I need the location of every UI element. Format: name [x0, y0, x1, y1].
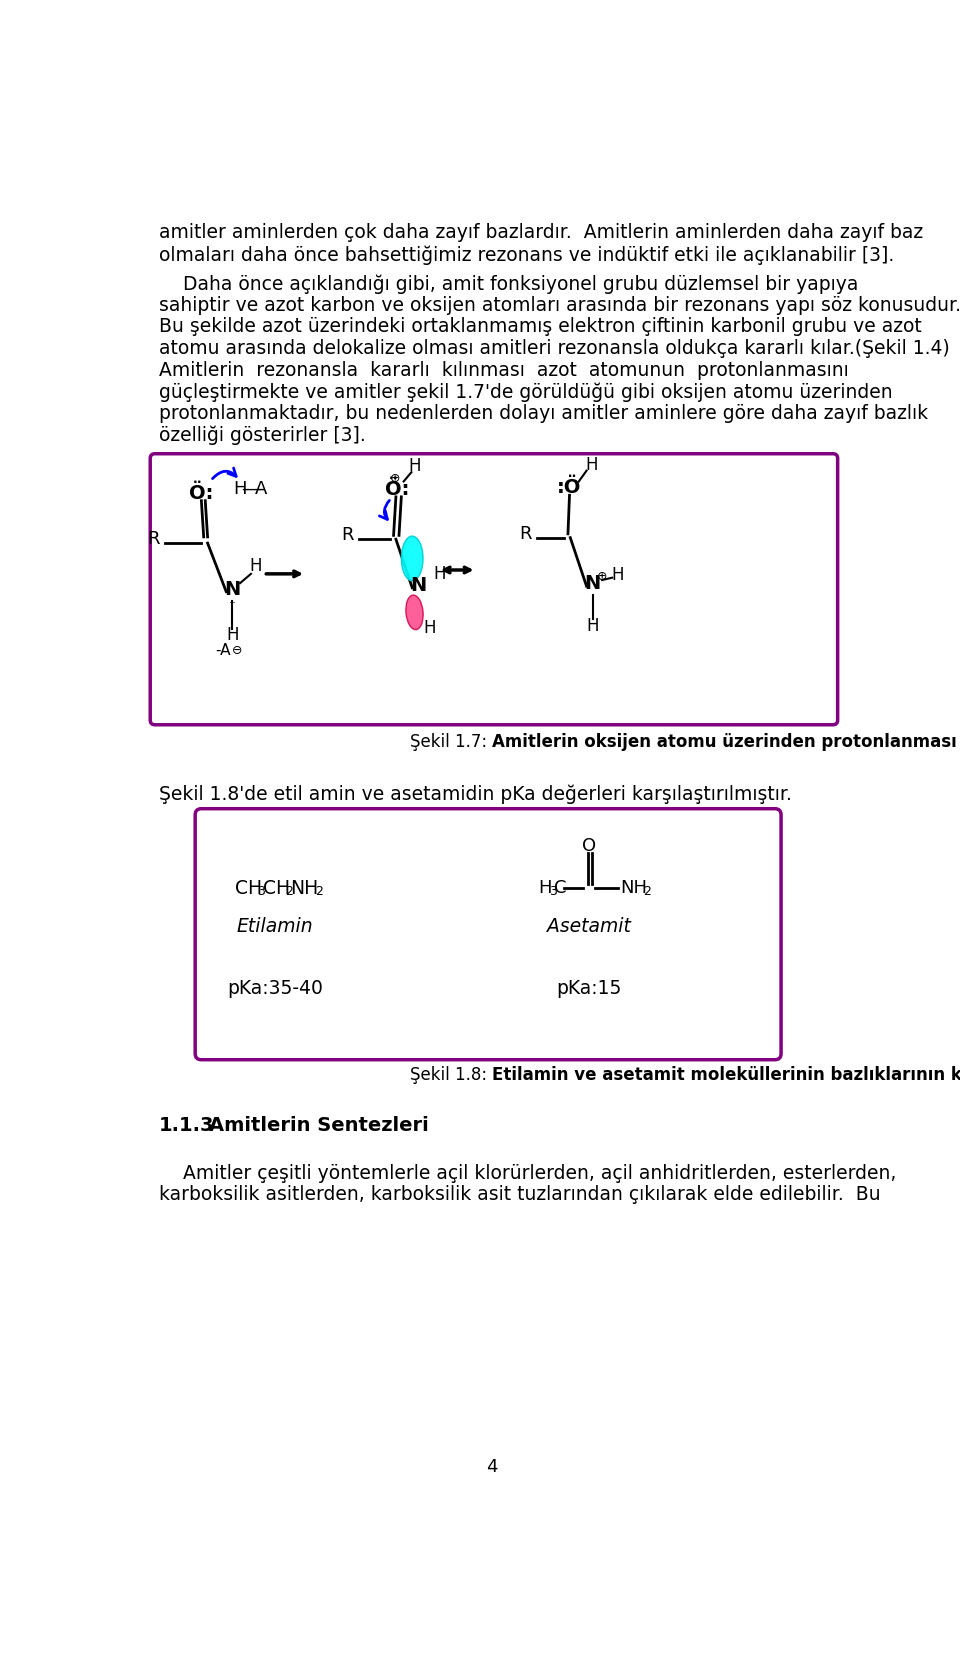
Text: pKa:35-40: pKa:35-40 [228, 979, 323, 997]
Text: CH: CH [234, 878, 262, 897]
Text: N: N [585, 574, 601, 593]
Text: H: H [612, 566, 624, 583]
Text: Amitler çeşitli yöntemlerle açil klorürlerden, açil anhidritlerden, esterlerden,: Amitler çeşitli yöntemlerle açil klorürl… [158, 1164, 896, 1182]
Text: H: H [408, 458, 420, 474]
Text: 4: 4 [487, 1458, 497, 1476]
Text: Amitlerin oksijen atomu üzerinden protonlanması: Amitlerin oksijen atomu üzerinden proton… [492, 733, 957, 752]
Text: Amitlerin  rezonansla  kararlı  kılınması  azot  atomunun  protonlanmasını: Amitlerin rezonansla kararlı kılınması a… [158, 361, 849, 379]
Text: H: H [250, 558, 262, 574]
Text: 3: 3 [549, 885, 557, 898]
Text: H: H [233, 481, 247, 498]
Text: Amitlerin Sentezleri: Amitlerin Sentezleri [209, 1116, 429, 1134]
Text: Etilamin: Etilamin [237, 917, 313, 935]
Text: Şekil 1.8:: Şekil 1.8: [410, 1065, 492, 1084]
Ellipse shape [406, 595, 423, 630]
Text: Bu şekilde azot üzerindeki ortaklanmamış elektron çiftinin karbonil grubu ve azo: Bu şekilde azot üzerindeki ortaklanmamış… [158, 317, 922, 336]
Text: —: — [241, 481, 259, 498]
Text: NH: NH [620, 878, 647, 897]
Text: R: R [341, 526, 353, 544]
Text: amitler aminlerden çok daha zayıf bazlardır.  Amitlerin aminlerden daha zayıf ba: amitler aminlerden çok daha zayıf bazlar… [158, 224, 923, 242]
FancyBboxPatch shape [195, 808, 781, 1060]
Text: NH: NH [291, 878, 319, 897]
Text: özelliği gösterirler [3].: özelliği gösterirler [3]. [158, 426, 366, 444]
FancyArrowPatch shape [379, 501, 390, 519]
Text: Ö:: Ö: [189, 484, 213, 503]
Text: H: H [423, 620, 436, 636]
Text: A: A [254, 481, 267, 498]
Text: CH: CH [263, 878, 290, 897]
Text: Şekil 1.8'de etil amin ve asetamidin pKa değerleri karşılaştırılmıştır.: Şekil 1.8'de etil amin ve asetamidin pKa… [158, 783, 792, 803]
Text: R: R [519, 524, 532, 543]
Text: N: N [410, 576, 426, 595]
Text: :Ö: :Ö [558, 478, 582, 498]
Text: R: R [147, 529, 159, 548]
Text: Şekil 1.7:: Şekil 1.7: [410, 733, 492, 752]
Text: Asetamit: Asetamit [547, 917, 631, 935]
Text: H: H [585, 456, 597, 474]
Text: protonlanmaktadır, bu nedenlerden dolayı amitler aminlere göre daha zayıf bazlık: protonlanmaktadır, bu nedenlerden dolayı… [158, 404, 928, 423]
Text: atomu arasında delokalize olması amitleri rezonansla oldukça kararlı kılar.(Şeki: atomu arasında delokalize olması amitler… [158, 339, 949, 357]
Text: pKa:15: pKa:15 [556, 979, 621, 997]
Text: 3: 3 [257, 885, 265, 898]
Text: Ö:: Ö: [385, 479, 410, 499]
Text: H: H [227, 626, 239, 645]
Text: olmaları daha önce bahsettiğimiz rezonans ve indüktif etki ile açıklanabilir [3]: olmaları daha önce bahsettiğimiz rezonan… [158, 245, 894, 264]
FancyBboxPatch shape [150, 454, 838, 725]
Text: 1.1.3: 1.1.3 [158, 1116, 214, 1134]
FancyArrowPatch shape [212, 468, 236, 479]
Text: ⊕: ⊕ [597, 569, 608, 583]
Text: Etilamin ve asetamit moleküllerinin bazlıklarının karşılaştırılması: Etilamin ve asetamit moleküllerinin bazl… [492, 1065, 960, 1084]
Text: ..: .. [228, 593, 236, 606]
Text: N: N [225, 579, 241, 600]
Text: H: H [434, 564, 446, 583]
Text: 2: 2 [315, 885, 324, 898]
Text: güçleştirmekte ve amitler şekil 1.7'de görüldüğü gibi oksijen atomu üzerinden: güçleştirmekte ve amitler şekil 1.7'de g… [158, 382, 893, 401]
Text: ⊖: ⊖ [231, 645, 242, 658]
Text: ⊕: ⊕ [390, 473, 400, 484]
Text: O: O [582, 837, 596, 855]
Text: H: H [587, 618, 599, 635]
Text: Daha önce açıklandığı gibi, amit fonksiyonel grubu düzlemsel bir yapıya: Daha önce açıklandığı gibi, amit fonksiy… [158, 274, 858, 294]
Text: 2: 2 [643, 885, 651, 898]
Ellipse shape [401, 536, 423, 581]
Text: karboksilik asitlerden, karboksilik asit tuzlarından çıkılarak elde edilebilir. : karboksilik asitlerden, karboksilik asit… [158, 1186, 880, 1204]
Text: H: H [539, 878, 552, 897]
Text: sahiptir ve azot karbon ve oksijen atomları arasında bir rezonans yapı söz konus: sahiptir ve azot karbon ve oksijen atoml… [158, 296, 960, 316]
Text: -A: -A [215, 643, 230, 658]
Text: C: C [554, 878, 566, 897]
Text: 2: 2 [285, 885, 293, 898]
